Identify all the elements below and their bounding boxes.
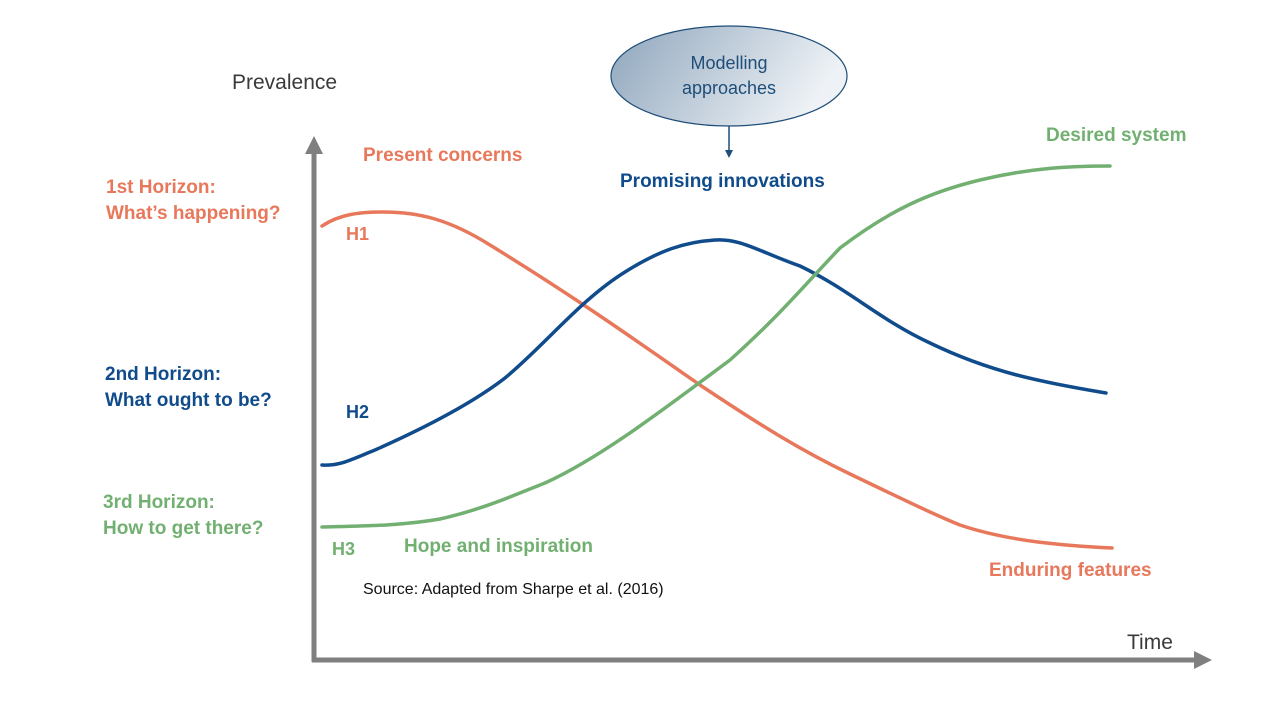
horizon-2-subtitle: What ought to be? [105, 390, 272, 411]
horizon-3-heading: 3rd Horizon: How to get there? [103, 490, 263, 542]
desired-system-label: Desired system [1046, 125, 1187, 146]
x-axis-arrowhead [1194, 651, 1212, 669]
h3-curve [320, 164, 1112, 529]
promising-innovations-label: Promising innovations [620, 171, 825, 192]
horizon-1-subtitle: What’s happening? [106, 203, 281, 224]
present-concerns-label: Present concerns [363, 145, 523, 166]
h2-curve [320, 238, 1108, 467]
horizon-2-heading: 2nd Horizon: What ought to be? [105, 362, 272, 414]
y-axis-arrowhead [305, 136, 323, 154]
x-axis-label: Time [1127, 631, 1173, 654]
hope-and-inspiration-label: Hope and inspiration [404, 536, 593, 557]
horizon-3-title: 3rd Horizon: [103, 492, 215, 513]
bubble-line-2: approaches [681, 78, 777, 98]
horizon-1-title: 1st Horizon: [106, 177, 216, 198]
horizon-2-title: 2nd Horizon: [105, 364, 222, 385]
horizon-3-subtitle: How to get there? [103, 518, 264, 539]
y-axis-label: Prevalence [232, 71, 338, 94]
enduring-features-label: Enduring features [989, 560, 1152, 581]
horizon-1-heading: 1st Horizon: What’s happening? [106, 175, 281, 227]
bubble-label: Modelling approaches [669, 51, 789, 101]
h2-curve-label: H2 [346, 402, 370, 422]
bubble-line-1: Modelling [690, 53, 768, 73]
bubble-connector-arrowhead [725, 150, 733, 158]
h1-curve-label: H1 [346, 224, 370, 244]
h3-curve-label: H3 [332, 539, 356, 559]
source-citation: Source: Adapted from Sharpe et al. (2016… [363, 581, 664, 598]
h1-curve [320, 210, 1114, 550]
modelling-approaches-bubble [610, 25, 848, 127]
